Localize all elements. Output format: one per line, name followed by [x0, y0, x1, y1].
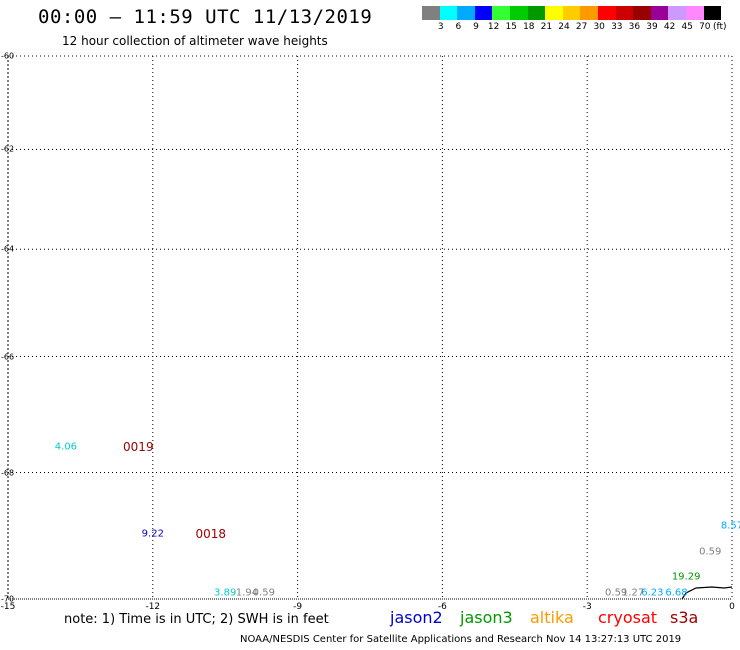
map-title: 00:00 — 11:59 UTC 11/13/2019: [38, 6, 373, 28]
colorbar-label: 24: [558, 22, 570, 32]
colorbar-swatch: [545, 6, 563, 20]
x-tick-label: -9: [293, 602, 303, 612]
coastline: [681, 586, 733, 600]
legend-jason3: jason3: [460, 608, 513, 627]
pass-cycle-label: 0019: [123, 440, 154, 455]
legend-jason2: jason2: [390, 608, 443, 627]
wave-height-value: 0.59: [699, 546, 722, 558]
wave-height-value: 9.22: [141, 528, 164, 540]
wave-height-value: 6.68: [665, 587, 688, 599]
x-tick-label: -6: [437, 602, 447, 612]
y-tick-label: -60: [1, 51, 15, 61]
y-tick-label: -64: [1, 244, 15, 254]
colorbar-label: 33: [611, 22, 623, 32]
colorbar-swatch: [422, 6, 440, 20]
colorbar-swatch: [562, 6, 581, 20]
colorbar-swatch: [527, 6, 546, 20]
colorbar-label: 39: [646, 22, 658, 32]
map-plot-area: [7, 55, 733, 600]
colorbar-swatch: [439, 6, 458, 20]
y-tick-label: -68: [1, 468, 15, 477]
colorbar-swatch: [580, 6, 598, 20]
wave-height-value: 6.23: [641, 587, 664, 599]
pass-cycle-label: 0018: [195, 526, 226, 541]
map-frame: [7, 55, 733, 600]
colorbar-label: 45: [681, 22, 693, 32]
colorbar-label: 36: [628, 22, 641, 32]
colorbar-swatch: [633, 6, 651, 20]
wave-height-value: 1.94: [235, 587, 259, 599]
x-tick-label: -15: [0, 602, 16, 612]
colorbar-swatch: [668, 6, 686, 20]
wave-height-value: 8.57: [720, 520, 740, 532]
colorbar-swatch: [474, 6, 493, 20]
colorbar-label: 12: [487, 22, 500, 32]
wave-height-value: 0.59: [252, 587, 275, 599]
colorbar-label: 15: [505, 22, 517, 32]
colorbar-swatch: [510, 6, 528, 20]
colorbar-label: 42: [663, 22, 676, 32]
colorbar-label: 9: [473, 22, 479, 32]
y-tick-label: -62: [1, 144, 15, 154]
legend-s3a: s3a: [670, 608, 699, 627]
wave-height-value: 0.59: [605, 587, 628, 599]
colorbar-label: 18: [523, 22, 535, 32]
footer-note: note: 1) Time is in UTC; 2) SWH is in fe…: [64, 612, 329, 627]
wave-height-value: 3.89: [214, 587, 237, 599]
colorbar-swatch: [457, 6, 475, 20]
x-tick-label: -12: [145, 602, 161, 612]
wave-height-value: 19.29: [671, 571, 701, 583]
map-subtitle: 12 hour collection of altimeter wave hei…: [62, 34, 328, 48]
legend-altika: altika: [530, 608, 574, 627]
y-tick-label: -66: [1, 352, 15, 362]
colorbar-swatch: [686, 6, 704, 20]
colorbar-label: 6: [455, 22, 462, 32]
colorbar-label: 30: [593, 22, 605, 32]
credit-line: NOAA/NESDIS Center for Satellite Applica…: [240, 634, 682, 645]
colorbar-swatch: [598, 6, 616, 20]
colorbar-label: 3: [437, 22, 444, 32]
x-tick-label: -3: [582, 602, 592, 612]
x-tick-label: 0: [729, 602, 735, 612]
colorbar-label: 27: [575, 22, 588, 32]
colorbar-label: 70: [699, 22, 711, 32]
colorbar-swatch: [492, 6, 510, 20]
colorbar-label: 21: [540, 22, 553, 32]
y-tick-label: -70: [1, 594, 15, 604]
legend-cryosat: cryosat: [598, 608, 658, 627]
colorbar-swatch: [615, 6, 634, 20]
wave-height-value: 1.27: [621, 587, 645, 599]
colorbar-swatch: [703, 6, 722, 20]
map-svg: [7, 55, 733, 600]
colorbar-swatch: [650, 6, 669, 20]
colorbar-unit: (ft): [713, 22, 727, 32]
wave-height-value: 4.06: [54, 441, 78, 453]
